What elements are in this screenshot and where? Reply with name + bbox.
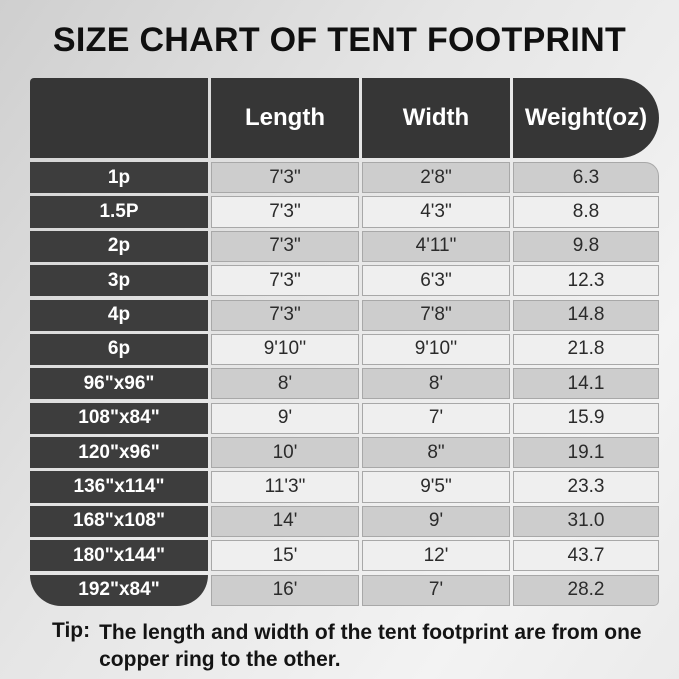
length-cell: 14' [211,505,359,537]
table-header-row: Length Width Weight(oz) [30,78,659,158]
width-cell: 7' [362,574,510,606]
size-label-cell: 136"x114" [30,471,208,503]
width-cell: 4'11" [362,230,510,262]
size-label-cell: 2p [30,230,208,262]
length-cell: 10' [211,437,359,469]
width-cell: 7'8" [362,299,510,331]
size-label-cell: 168"x108" [30,505,208,537]
tip-text: The length and width of the tent footpri… [99,621,642,672]
header-cell-length: Length [211,78,359,158]
width-cell: 8' [362,368,510,400]
length-cell: 15' [211,540,359,572]
width-cell: 12' [362,540,510,572]
size-label-cell: 6p [30,333,208,366]
weight-cell: 31.0 [513,505,659,537]
width-cell: 2'8" [362,162,510,194]
length-cell: 9'10'' [211,333,359,366]
size-label-cell: 192"x84" [30,574,208,606]
weight-cell: 14.8 [513,299,659,331]
size-label-cell: 4p [30,299,208,331]
length-cell: 11'3" [211,471,359,503]
size-label-cell: 1.5P [30,196,208,228]
size-label-cell: 108"x84" [30,402,208,434]
length-cell: 8' [211,368,359,400]
width-cell: 7' [362,402,510,434]
width-cell: 6'3" [362,265,510,297]
length-cell: 7'3" [211,230,359,262]
header-cell-width: Width [362,78,510,158]
size-label-cell: 120"x96" [30,437,208,469]
length-cell: 7'3" [211,162,359,194]
header-cell-weight: Weight(oz) [513,78,659,158]
length-cell: 7'3" [211,299,359,331]
size-chart-table: Length Width Weight(oz) 1p 7'3" 2'8" 6.3 1.5… [30,78,659,606]
width-cell: 4'3" [362,196,510,228]
size-label-cell: 180"x144" [30,540,208,572]
length-cell: 16' [211,574,359,606]
weight-cell: 9.8 [513,230,659,262]
tip-label: Tip: [52,619,91,642]
size-label-cell: 1p [30,162,208,194]
weight-cell: 28.2 [513,574,659,606]
width-cell: 9'5" [362,471,510,503]
weight-cell: 43.7 [513,540,659,572]
size-label-cell: 3p [30,265,208,297]
tip-note: Tip: The length and width of the tent fo… [52,619,647,674]
length-cell: 7'3" [211,196,359,228]
weight-cell: 6.3 [513,162,659,194]
width-cell: 9' [362,505,510,537]
weight-cell: 21.8 [513,333,659,366]
weight-cell: 14.1 [513,368,659,400]
width-cell: 9'10'' [362,333,510,366]
table-body: 1p 7'3" 2'8" 6.3 1.5P 7'3" 4'3" 8.8 2p 7'3" 4'11" 9… [30,162,659,606]
page-title: SIZE CHART OF TENT FOOTPRINT [52,21,627,59]
weight-cell: 23.3 [513,471,659,503]
size-label-cell: 96"x96" [30,368,208,400]
weight-cell: 19.1 [513,437,659,469]
width-cell: 8" [362,437,510,469]
length-cell: 9' [211,402,359,434]
weight-cell: 12.3 [513,265,659,297]
weight-cell: 15.9 [513,402,659,434]
weight-cell: 8.8 [513,196,659,228]
header-cell-size [30,78,208,158]
length-cell: 7'3" [211,265,359,297]
